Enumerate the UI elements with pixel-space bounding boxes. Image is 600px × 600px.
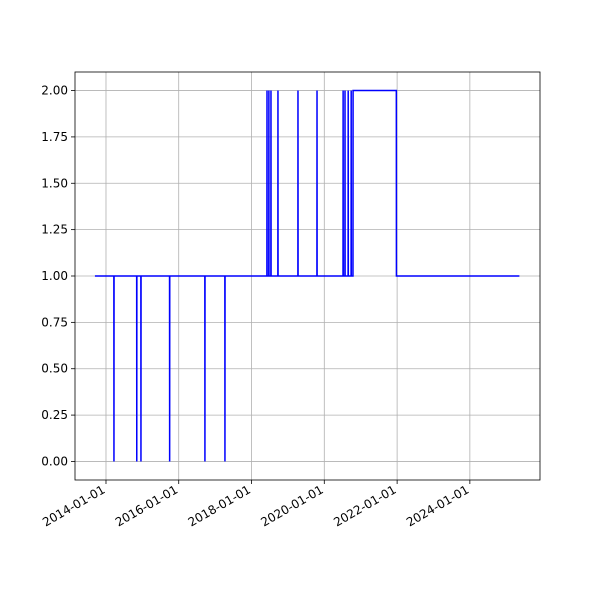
y-tick-label: 1.25	[41, 223, 68, 237]
x-tick-label: 2014-01-01	[40, 482, 107, 529]
x-tick-label: 2024-01-01	[404, 482, 471, 529]
x-tick-label: 2018-01-01	[186, 482, 253, 529]
x-tick-label: 2016-01-01	[113, 482, 180, 529]
y-tick-label: 1.00	[41, 269, 68, 283]
y-tick-label: 0.25	[41, 408, 68, 422]
y-tick-label: 2.00	[41, 84, 68, 98]
y-tick-label: 0.50	[41, 362, 68, 376]
x-tick-label: 2020-01-01	[258, 482, 325, 529]
data-line	[94, 89, 520, 462]
plot-frame	[74, 71, 541, 481]
y-tick-label: 0.75	[41, 315, 68, 329]
y-tick-label: 1.75	[41, 130, 68, 144]
y-tick-label: 1.50	[41, 176, 68, 190]
y-tick-label: 0.00	[41, 454, 68, 468]
x-tick-label: 2022-01-01	[331, 482, 398, 529]
